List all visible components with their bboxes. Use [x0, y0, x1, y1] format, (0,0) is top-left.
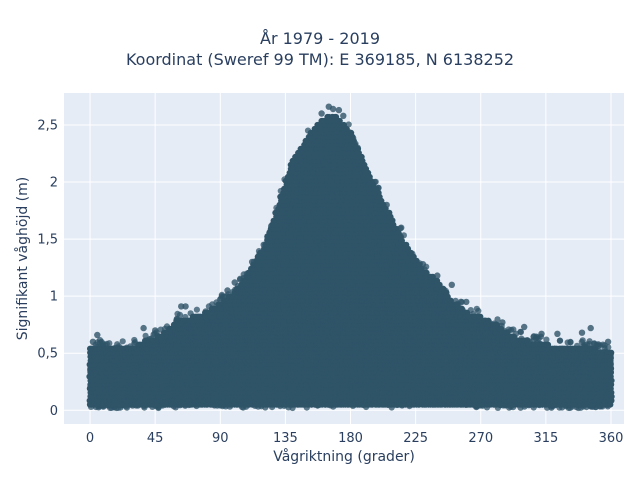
data-point: [494, 316, 501, 323]
data-points: [86, 103, 615, 412]
chart-title-line-1: År 1979 - 2019: [260, 29, 380, 48]
data-point: [193, 306, 200, 313]
data-point: [567, 339, 574, 346]
data-point: [556, 337, 564, 344]
data-point: [142, 332, 149, 339]
chart-title-line-2: Koordinat (Sweref 99 TM): E 369185, N 61…: [125, 50, 515, 69]
data-point: [543, 336, 550, 343]
data-point: [517, 329, 525, 336]
data-point: [174, 310, 181, 317]
data-point: [119, 338, 126, 345]
chart-title: År 1979 - 2019 Koordinat (Sweref 99 TM):…: [0, 28, 640, 70]
data-point: [475, 307, 482, 315]
